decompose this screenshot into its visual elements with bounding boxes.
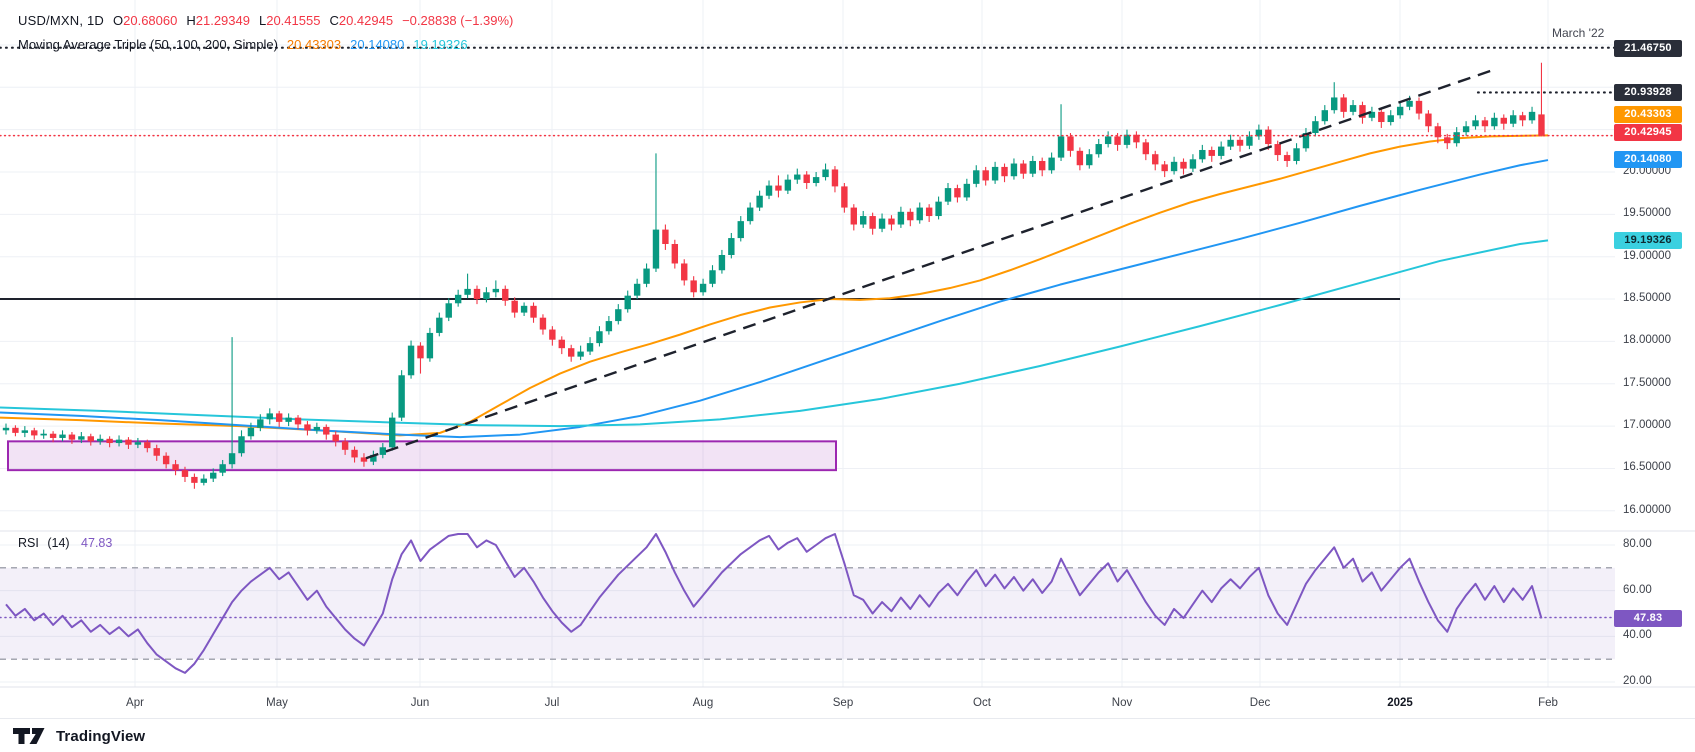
ma-legend-value: 20.43303 bbox=[286, 37, 342, 52]
time-axis-label: Feb bbox=[1538, 697, 1558, 709]
time-axis-label: Jun bbox=[410, 697, 430, 709]
ma-line-200[interactable] bbox=[0, 239, 1549, 428]
time-axis-label: Dec bbox=[1249, 697, 1271, 709]
time-axis-label: Nov bbox=[1111, 697, 1133, 709]
trendline[interactable] bbox=[365, 69, 1493, 460]
march-22-annotation: March '22 bbox=[1552, 26, 1605, 40]
time-axis-label: Apr bbox=[126, 697, 144, 709]
brand-text[interactable]: TradingView bbox=[56, 727, 146, 745]
support-zone[interactable] bbox=[7, 440, 837, 472]
time-axis-label: 2025 bbox=[1387, 697, 1413, 709]
rsi-title: RSI bbox=[18, 536, 39, 550]
ma-legend-value: 20.14080 bbox=[350, 37, 405, 52]
price-tick-label: 18.00000 bbox=[1623, 334, 1671, 347]
rsi-tick-label: 60.00 bbox=[1623, 583, 1652, 596]
time-axis-label: May bbox=[266, 697, 288, 709]
rsi-tick-label: 20.00 bbox=[1623, 674, 1652, 687]
ohlc-values: O20.68060 H21.29349 L20.41555 C20.42945 bbox=[104, 13, 393, 28]
rsi-band bbox=[0, 567, 1615, 660]
price-badge: 19.19326 bbox=[1614, 231, 1682, 249]
ma-line-100[interactable] bbox=[0, 159, 1549, 439]
indicator-title: Moving Average Triple (50, 100, 200, Sim… bbox=[18, 37, 278, 52]
chart-canvas[interactable] bbox=[0, 0, 1695, 718]
rsi-tick-label: 40.00 bbox=[1623, 629, 1652, 642]
rsi-params: (14) bbox=[47, 536, 70, 550]
tradingview-logo[interactable] bbox=[12, 725, 48, 747]
ma-legend-value: 19.19326 bbox=[413, 37, 468, 52]
ma-values: 20.43303 20.14080 19.19326 bbox=[278, 37, 468, 52]
time-axis-label: Sep bbox=[832, 697, 854, 709]
price-badge: 47.83 bbox=[1614, 609, 1682, 627]
price-tick-label: 18.50000 bbox=[1623, 292, 1671, 305]
price-badge: 21.46750 bbox=[1614, 39, 1682, 57]
ohlc-item: H21.29349 bbox=[186, 13, 250, 28]
price-badge: 20.14080 bbox=[1614, 150, 1682, 168]
price-tick-label: 20.00000 bbox=[1623, 165, 1671, 177]
time-axis-label: Jul bbox=[544, 697, 560, 709]
rsi-line[interactable] bbox=[5, 533, 1543, 674]
symbol-legend[interactable]: USD/MXN, 1D O20.68060 H21.29349 L20.41555 C2… bbox=[18, 13, 513, 28]
price-tick-label: 16.00000 bbox=[1623, 503, 1671, 516]
time-axis-label: Oct bbox=[973, 697, 991, 709]
price-tick-label: 17.00000 bbox=[1623, 419, 1671, 432]
price-tick-label: 16.50000 bbox=[1623, 461, 1671, 474]
rsi-tick-label: 80.00 bbox=[1623, 538, 1652, 550]
ohlc-item: L20.41555 bbox=[258, 13, 321, 28]
symbol-title: USD/MXN, 1D bbox=[18, 13, 104, 28]
footer-bar: TradingView bbox=[0, 718, 1695, 752]
price-badge: 20.42945 bbox=[1614, 123, 1682, 141]
price-tick-label: 17.50000 bbox=[1623, 376, 1671, 389]
ohlc-item: C20.42945 bbox=[329, 13, 394, 28]
rsi-legend[interactable]: RSI (14) 47.83 bbox=[18, 536, 112, 550]
ohlc-item: O20.68060 bbox=[113, 13, 178, 28]
price-tick-label: 19.50000 bbox=[1623, 207, 1671, 220]
change-value: −0.28838 (−1.39%) bbox=[402, 13, 514, 28]
price-badge: 20.93928 bbox=[1614, 83, 1682, 101]
time-axis-label: Aug bbox=[692, 697, 714, 709]
indicator-legend[interactable]: Moving Average Triple (50, 100, 200, Sim… bbox=[18, 37, 468, 52]
price-tick-label: 19.00000 bbox=[1623, 249, 1671, 262]
price-badge: 20.43303 bbox=[1614, 105, 1682, 123]
rsi-value: 47.83 bbox=[81, 536, 113, 550]
